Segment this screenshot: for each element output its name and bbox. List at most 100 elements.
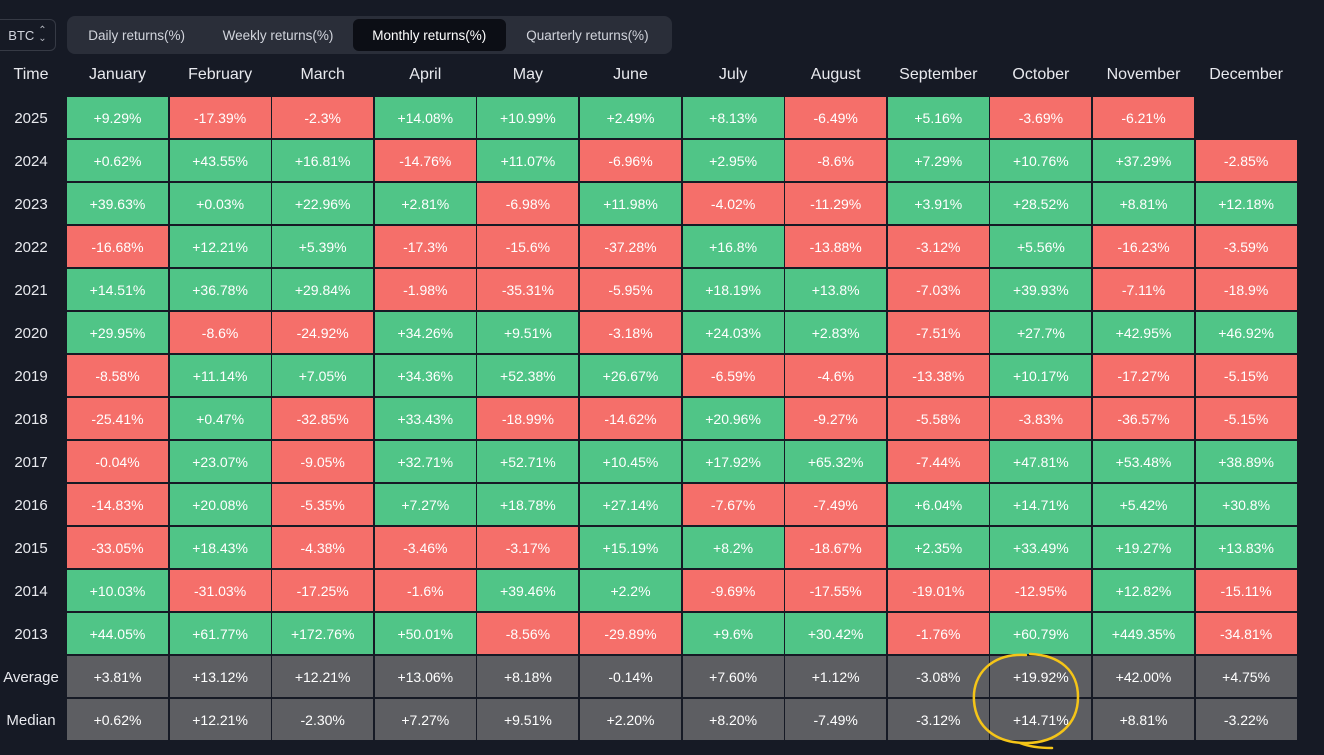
return-cell: +9.29% — [67, 97, 168, 138]
average-cell: +13.06% — [374, 656, 476, 697]
return-cell: +53.48% — [1093, 441, 1194, 482]
median-cell: -7.49% — [785, 699, 887, 740]
return-cell: -7.11% — [1093, 269, 1194, 310]
return-cell: +17.92% — [682, 441, 784, 482]
return-cell: +24.03% — [682, 312, 784, 353]
return-cell: +60.79% — [990, 613, 1092, 654]
return-cell: -17.39% — [169, 97, 271, 138]
return-cell: +52.71% — [477, 441, 579, 482]
return-cell: +3.91% — [887, 183, 989, 224]
return-cell: +29.95% — [67, 312, 168, 353]
return-cell: +18.43% — [169, 527, 271, 568]
return-cell: +7.27% — [374, 484, 476, 525]
return-cell: -29.89% — [580, 613, 681, 654]
return-cell: +2.83% — [785, 312, 887, 353]
return-cell: +44.05% — [67, 613, 168, 654]
year-label: 2017 — [14, 453, 48, 471]
return-cell: +50.01% — [374, 613, 476, 654]
return-cell: +9.6% — [682, 613, 784, 654]
return-cell: +32.71% — [374, 441, 476, 482]
average-cell: +13.12% — [169, 656, 271, 697]
month-header-july: July — [718, 66, 748, 83]
return-cell: -17.55% — [785, 570, 887, 611]
time-column-header: Time — [13, 66, 49, 83]
median-cell: +0.62% — [67, 699, 168, 740]
return-cell: +15.19% — [580, 527, 681, 568]
return-cell: -7.03% — [887, 269, 989, 310]
return-cell: -36.57% — [1093, 398, 1194, 439]
month-header-may: May — [512, 66, 543, 83]
tab-monthly-returns[interactable]: Monthly returns(%) — [352, 19, 506, 51]
return-cell: +42.95% — [1093, 312, 1194, 353]
return-cell: +43.55% — [169, 140, 271, 181]
return-cell: +30.42% — [785, 613, 887, 654]
return-cell: +10.03% — [67, 570, 168, 611]
return-cell: +23.07% — [169, 441, 271, 482]
return-cell: +14.08% — [374, 97, 476, 138]
return-cell: +2.49% — [580, 97, 681, 138]
return-cell: -11.29% — [785, 183, 887, 224]
return-cell: +9.51% — [477, 312, 579, 353]
month-header-august: August — [810, 66, 861, 83]
month-header-june: June — [613, 66, 648, 83]
return-cell: +0.47% — [169, 398, 271, 439]
return-cell: -35.31% — [477, 269, 579, 310]
median-cell: +14.71% — [990, 699, 1092, 740]
return-cell: -14.62% — [580, 398, 681, 439]
median-row-label: Median — [6, 711, 56, 729]
return-cell: -9.69% — [682, 570, 784, 611]
return-cell: +2.2% — [580, 570, 681, 611]
median-cell: +8.20% — [682, 699, 784, 740]
average-cell: +4.75% — [1195, 656, 1297, 697]
return-cell: +12.21% — [169, 226, 271, 267]
return-cell: -7.51% — [887, 312, 989, 353]
return-cell: +61.77% — [169, 613, 271, 654]
tab-weekly-returns[interactable]: Weekly returns(%) — [222, 27, 334, 43]
average-cell: +12.21% — [272, 656, 374, 697]
return-cell: +47.81% — [990, 441, 1092, 482]
year-label: 2020 — [14, 324, 48, 342]
return-cell: +18.78% — [477, 484, 579, 525]
return-cell: +11.14% — [169, 355, 271, 396]
return-cell: -15.6% — [477, 226, 579, 267]
return-cell: +16.81% — [272, 140, 374, 181]
return-cell: -31.03% — [169, 570, 271, 611]
return-cell: -6.49% — [785, 97, 887, 138]
return-cell: +7.05% — [272, 355, 374, 396]
returns-period-tabs: Daily returns(%) Weekly returns(%) Month… — [67, 16, 672, 54]
return-cell: +30.8% — [1195, 484, 1297, 525]
return-cell: -7.67% — [682, 484, 784, 525]
return-cell: -17.27% — [1093, 355, 1194, 396]
year-label: 2013 — [14, 625, 48, 643]
month-header-december: December — [1209, 66, 1283, 83]
return-cell: -4.6% — [785, 355, 887, 396]
return-cell: -2.3% — [272, 97, 374, 138]
return-cell: -5.58% — [887, 398, 989, 439]
return-cell: -32.85% — [272, 398, 374, 439]
return-cell: +20.08% — [169, 484, 271, 525]
tab-quarterly-returns[interactable]: Quarterly returns(%) — [526, 27, 649, 43]
year-label: 2016 — [14, 496, 48, 514]
return-cell: +5.56% — [990, 226, 1092, 267]
return-cell: +2.81% — [374, 183, 476, 224]
return-cell: +5.42% — [1093, 484, 1194, 525]
return-cell: +65.32% — [785, 441, 887, 482]
return-cell: +27.14% — [580, 484, 681, 525]
return-cell: -19.01% — [887, 570, 989, 611]
asset-selector[interactable]: BTC ⌃ ⌄ — [0, 19, 56, 51]
year-label: 2014 — [14, 582, 48, 600]
return-cell: +449.35% — [1093, 613, 1194, 654]
return-cell: -8.58% — [67, 355, 168, 396]
return-cell: +0.62% — [67, 140, 168, 181]
return-cell: +11.07% — [477, 140, 579, 181]
return-cell: +37.29% — [1093, 140, 1194, 181]
return-cell: +39.93% — [990, 269, 1092, 310]
return-cell: +8.13% — [682, 97, 784, 138]
median-cell: -3.22% — [1195, 699, 1297, 740]
return-cell: -8.56% — [477, 613, 579, 654]
return-cell: +36.78% — [169, 269, 271, 310]
return-cell: -9.27% — [785, 398, 887, 439]
return-cell: +172.76% — [272, 613, 374, 654]
tab-daily-returns[interactable]: Daily returns(%) — [88, 27, 186, 43]
return-cell: -3.83% — [990, 398, 1092, 439]
